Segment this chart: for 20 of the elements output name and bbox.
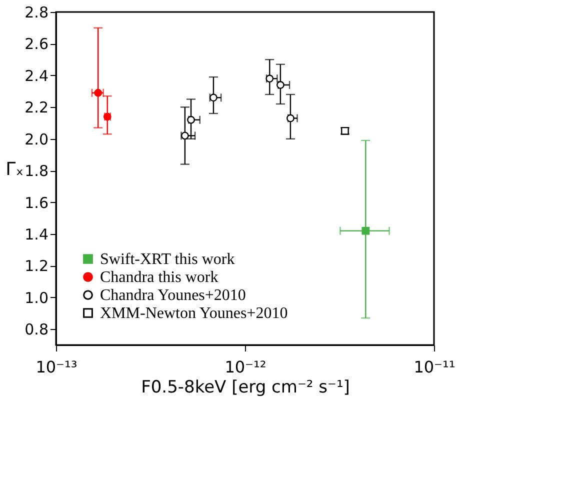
- x-tick-label: 10⁻¹²: [224, 358, 266, 376]
- y-tick-label: 1.2: [24, 257, 48, 276]
- legend-label: Chandra Younes+2010: [100, 287, 246, 304]
- x-tick-label: 10⁻¹¹: [414, 358, 456, 376]
- legend-label: XMM-Newton Younes+2010: [100, 305, 288, 322]
- y-tick-label: 1.0: [24, 288, 48, 307]
- y-tick-label: 2.2: [24, 98, 48, 117]
- y-axis-title: Γₓ: [6, 159, 24, 180]
- y-tick-label: 1.6: [24, 194, 48, 212]
- x-axis-title: F0.5-8keV [erg cm⁻² s⁻¹]: [141, 378, 350, 398]
- y-tick-label: 1.8: [24, 162, 48, 180]
- x-tick-label: 10⁻¹³: [36, 358, 78, 376]
- y-tick-label: 2.4: [24, 66, 48, 85]
- y-tick-label: 0.8: [24, 320, 48, 339]
- y-tick-label: 2.6: [24, 35, 48, 54]
- legend-label: Chandra this work: [100, 269, 218, 286]
- y-tick-label: 2.8: [24, 4, 48, 22]
- y-tick-label: 1.4: [24, 226, 48, 244]
- legend-label: Swift-XRT this work: [100, 251, 235, 268]
- y-tick-label: 2.0: [24, 130, 48, 148]
